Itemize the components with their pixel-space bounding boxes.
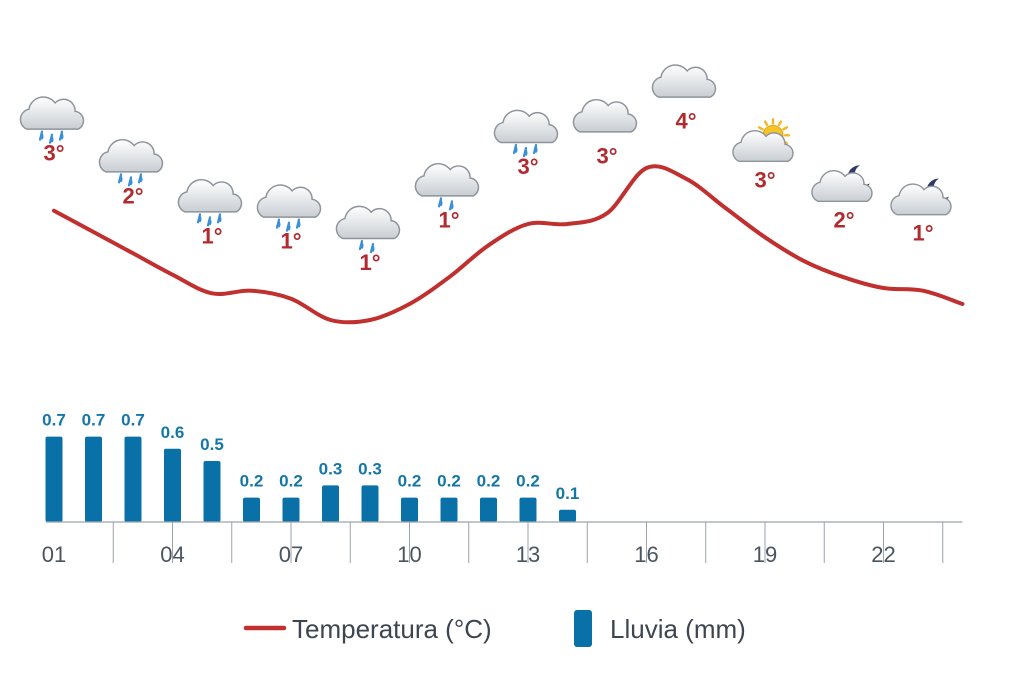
rain-bar <box>203 461 221 522</box>
temperature-label: 1° <box>438 207 459 232</box>
legend: Temperatura (°C) Lluvia (mm) <box>243 610 746 647</box>
x-tick-label: 13 <box>516 542 540 567</box>
temperature-label: 4° <box>675 109 696 134</box>
rain-bar-label: 0.3 <box>319 459 343 478</box>
temperature-label: 3° <box>43 141 64 166</box>
rain-bar-label: 0.1 <box>556 484 580 503</box>
rain-bar <box>480 497 497 522</box>
rain-bar <box>559 509 576 522</box>
cloud-rain-icon <box>98 139 164 187</box>
temperature-label: 2° <box>122 183 143 208</box>
temperature-label: 1° <box>280 229 301 254</box>
rain-bar-label: 0.2 <box>240 472 264 491</box>
rain-bar <box>164 448 181 522</box>
rain-bar <box>401 497 418 522</box>
legend-label-rain: Lluvia (mm) <box>610 614 746 644</box>
temperature-line-layer <box>52 164 965 325</box>
rain-bar <box>519 497 537 522</box>
rain-bar <box>85 436 102 522</box>
temperature-label: 1° <box>359 250 380 275</box>
x-axis: 01 04 07 10 13 16 19 22 <box>42 521 963 567</box>
temperature-label: 1° <box>912 221 933 246</box>
cloud-rain-icon <box>256 184 322 232</box>
sun-cloud-icon <box>732 118 794 163</box>
cloud-icon <box>651 64 717 98</box>
x-tick-label: 19 <box>753 542 777 567</box>
rain-bar-label: 0.7 <box>121 411 145 430</box>
rain-bar <box>322 485 339 522</box>
x-tick-label: 22 <box>871 542 895 567</box>
cloud-heavy-rain-icon <box>19 96 85 144</box>
cloud-icon <box>572 99 638 133</box>
rain-bar <box>440 497 458 522</box>
x-tick-label: 10 <box>397 542 421 567</box>
temperature-label: 3° <box>754 167 775 192</box>
rain-bar-label: 0.2 <box>279 472 303 491</box>
cloud-light-rain-icon <box>335 205 401 254</box>
cloud-rain-icon <box>177 179 243 227</box>
legend-swatch-rain <box>574 610 592 647</box>
rain-bars: 0.7 0.7 0.7 0.6 0.5 0.2 0.2 0.3 0.3 0.2 0.2 0.2 0.2 0… <box>42 411 579 522</box>
rain-bar-label: 0.2 <box>516 472 540 491</box>
x-tick-label: 01 <box>42 542 66 567</box>
cloud-light-rain-icon <box>414 163 480 211</box>
rain-bar-label: 0.7 <box>82 411 106 430</box>
moon-cloud-icon <box>811 165 873 203</box>
rain-bar <box>243 497 260 522</box>
x-tick-label: 16 <box>634 542 658 567</box>
rain-bar-label: 0.2 <box>398 472 422 491</box>
temperature-label: 3° <box>596 143 617 168</box>
rain-bar-label: 0.3 <box>358 459 382 478</box>
rain-bar-label: 0.7 <box>42 411 66 430</box>
rain-bar <box>124 436 142 522</box>
rain-bar-label: 0.6 <box>161 423 185 442</box>
x-tick-label: 04 <box>160 542 184 567</box>
cloud-heavy-rain-icon <box>493 109 559 158</box>
rain-bar-label: 0.2 <box>477 472 501 491</box>
temperature-label: 3° <box>517 154 538 179</box>
moon-cloud-icon <box>890 178 952 216</box>
rain-bar <box>45 436 63 522</box>
temperature-label: 2° <box>833 207 854 232</box>
weather-icons <box>19 64 952 254</box>
rain-bar-label: 0.2 <box>437 472 461 491</box>
rain-bar <box>282 497 300 522</box>
temperature-label: 1° <box>201 223 222 248</box>
temperature-labels: 3° 2° 1° 1° 1° 1° 3° 3° 4° 3° 2° 1° <box>43 109 933 275</box>
temperature-line <box>52 164 965 325</box>
legend-label-temperature: Temperatura (°C) <box>292 614 492 644</box>
x-tick-label: 07 <box>279 542 303 567</box>
rain-bar <box>361 485 379 522</box>
rain-bar-label: 0.5 <box>200 435 224 454</box>
